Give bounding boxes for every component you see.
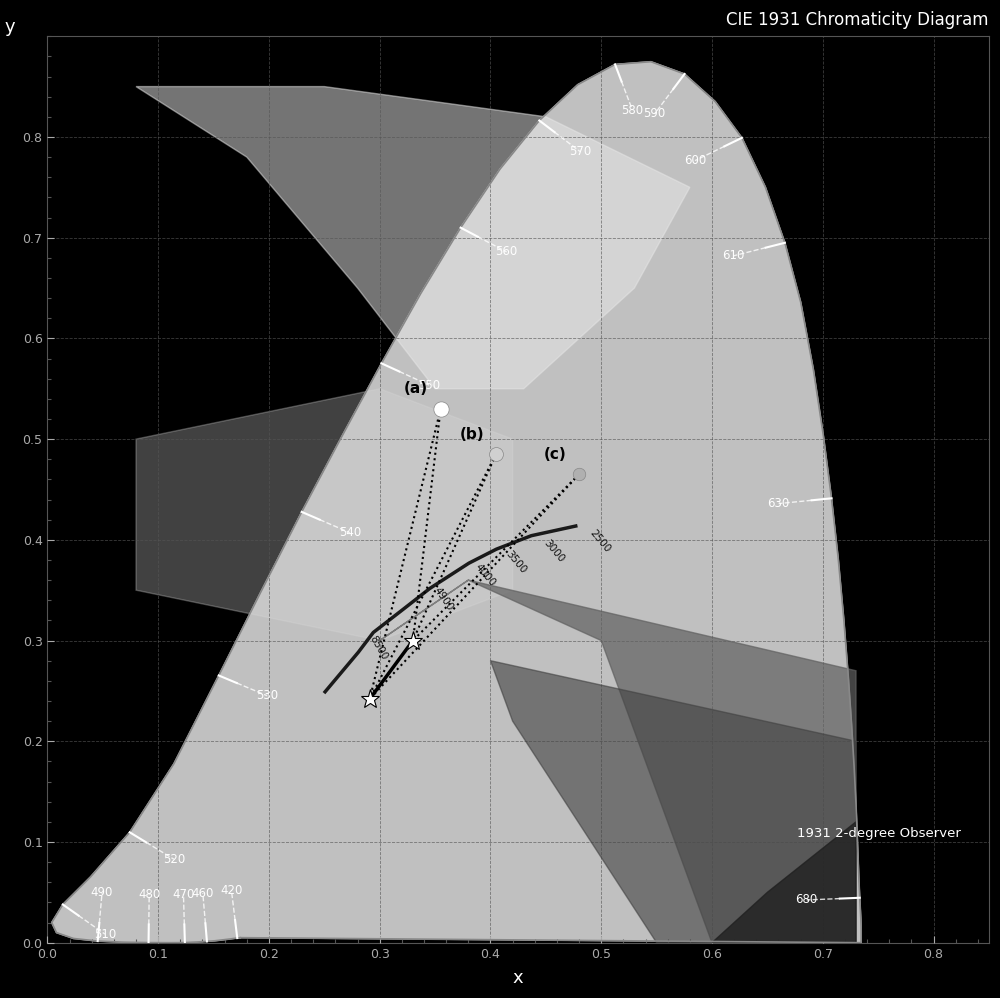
Text: 490: 490 bbox=[91, 886, 113, 899]
Text: 3500: 3500 bbox=[504, 549, 529, 576]
Y-axis label: y: y bbox=[4, 18, 15, 36]
Text: 630: 630 bbox=[768, 497, 790, 510]
Text: 470: 470 bbox=[172, 888, 195, 901]
Text: 610: 610 bbox=[722, 250, 745, 262]
Text: 600: 600 bbox=[684, 154, 706, 167]
Text: 570: 570 bbox=[569, 145, 591, 158]
Text: 520: 520 bbox=[163, 852, 185, 865]
X-axis label: x: x bbox=[513, 969, 523, 987]
Text: 4900: 4900 bbox=[432, 586, 455, 613]
Text: 590: 590 bbox=[643, 108, 666, 121]
Text: 480: 480 bbox=[138, 888, 160, 901]
Text: 540: 540 bbox=[339, 526, 361, 539]
Text: CIE 1931 Chromaticity Diagram: CIE 1931 Chromaticity Diagram bbox=[726, 11, 989, 29]
Text: 580: 580 bbox=[621, 104, 643, 117]
Polygon shape bbox=[712, 821, 856, 943]
Polygon shape bbox=[380, 580, 856, 943]
Polygon shape bbox=[136, 87, 690, 389]
Text: 8500: 8500 bbox=[368, 634, 390, 662]
Text: 420: 420 bbox=[220, 883, 243, 896]
Text: 2500: 2500 bbox=[588, 528, 612, 555]
Polygon shape bbox=[136, 389, 513, 641]
Text: 3000: 3000 bbox=[541, 538, 566, 564]
Polygon shape bbox=[490, 661, 856, 943]
Text: 4000: 4000 bbox=[473, 562, 498, 589]
Text: 460: 460 bbox=[192, 886, 214, 899]
Text: 550: 550 bbox=[418, 378, 440, 391]
Text: 680: 680 bbox=[796, 893, 818, 906]
Text: 560: 560 bbox=[496, 246, 518, 258]
Text: (b): (b) bbox=[459, 426, 484, 441]
Text: 1931 2-degree Observer: 1931 2-degree Observer bbox=[797, 827, 961, 840]
Text: 530: 530 bbox=[256, 690, 278, 703]
Text: 510: 510 bbox=[94, 927, 116, 940]
Text: (a): (a) bbox=[404, 381, 428, 396]
Polygon shape bbox=[52, 62, 861, 943]
Text: (c): (c) bbox=[543, 447, 566, 462]
